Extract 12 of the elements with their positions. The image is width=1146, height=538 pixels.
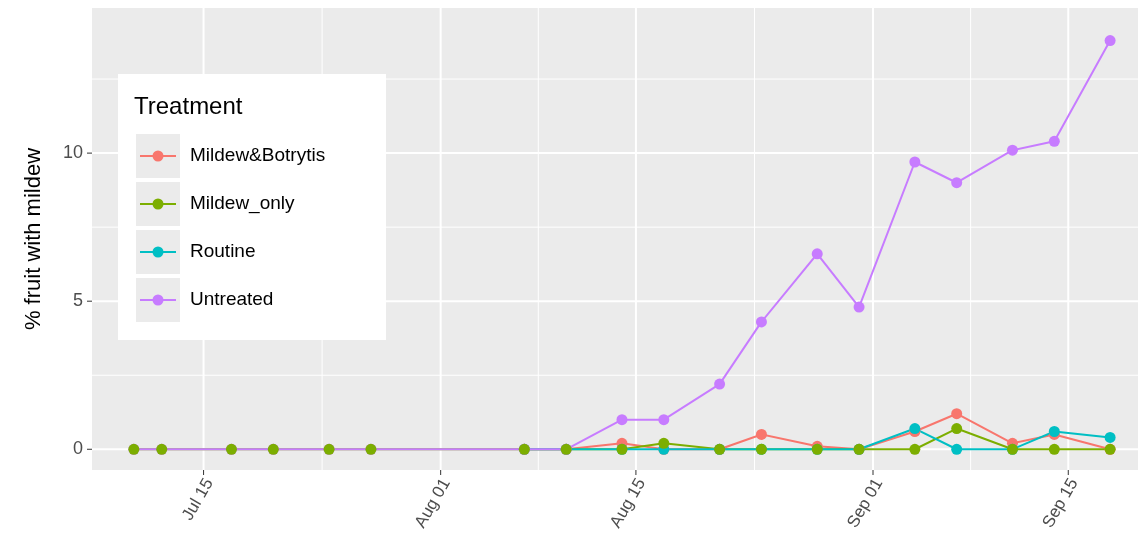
x-tick-label: Sep 01 <box>842 474 887 531</box>
legend-label: Mildew_only <box>190 192 296 215</box>
x-tick-label: Sep 15 <box>1038 474 1082 531</box>
legend-label: Routine <box>190 240 256 262</box>
legend-title: Treatment <box>134 92 243 119</box>
y-tick-label: 5 <box>72 289 83 310</box>
x-tick-label: Jul 15 <box>177 474 217 524</box>
legend-label: Untreated <box>190 288 274 310</box>
y-tick-label: 10 <box>62 141 83 162</box>
y-axis-title: % fruit with mildew <box>20 147 45 331</box>
legend-label: Mildew&Botrytis <box>190 144 326 166</box>
y-tick-label: 0 <box>72 438 83 459</box>
